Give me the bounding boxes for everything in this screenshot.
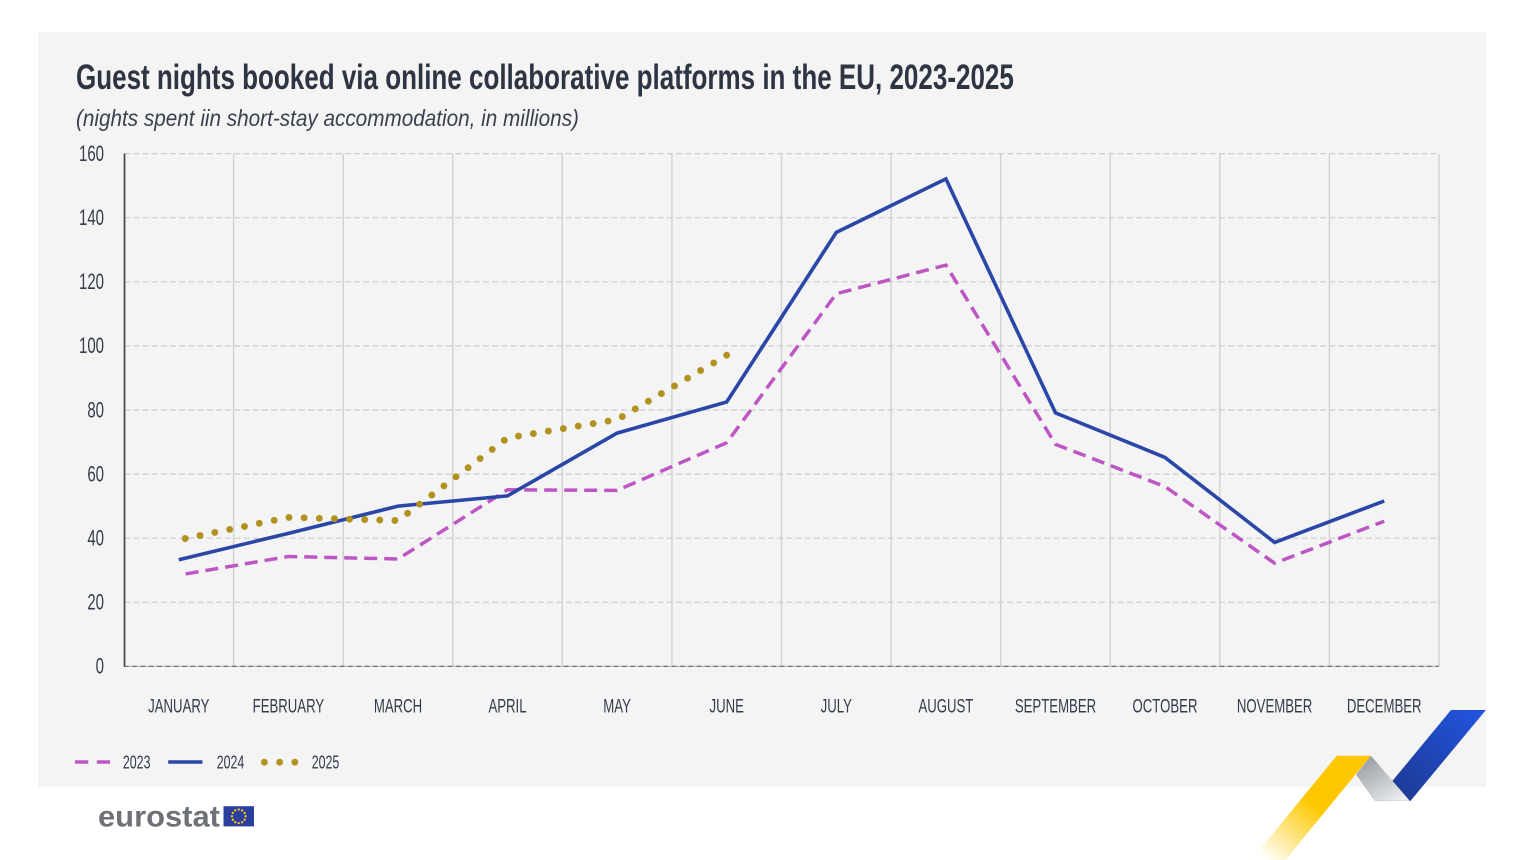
svg-text:Guest nights booked via online: Guest nights booked via online collabora… bbox=[76, 57, 1014, 97]
svg-text:160: 160 bbox=[79, 141, 104, 166]
svg-text:140: 140 bbox=[79, 205, 104, 230]
svg-text:MAY: MAY bbox=[603, 696, 631, 717]
svg-text:(nights spent iin short-stay a: (nights spent iin short-stay accommodati… bbox=[76, 105, 579, 131]
svg-text:MARCH: MARCH bbox=[374, 696, 422, 717]
svg-text:NOVEMBER: NOVEMBER bbox=[1237, 696, 1313, 717]
svg-text:60: 60 bbox=[87, 462, 104, 487]
svg-text:DECEMBER: DECEMBER bbox=[1347, 696, 1422, 717]
svg-text:0: 0 bbox=[96, 654, 104, 679]
svg-text:2024: 2024 bbox=[217, 753, 245, 773]
svg-text:AUGUST: AUGUST bbox=[918, 696, 973, 717]
svg-text:JUNE: JUNE bbox=[709, 696, 743, 717]
svg-text:40: 40 bbox=[87, 526, 104, 551]
svg-text:80: 80 bbox=[87, 397, 104, 422]
svg-text:120: 120 bbox=[79, 269, 104, 294]
svg-text:100: 100 bbox=[79, 333, 104, 358]
svg-text:OCTOBER: OCTOBER bbox=[1133, 696, 1198, 717]
svg-text:FEBRUARY: FEBRUARY bbox=[253, 696, 325, 717]
svg-text:2023: 2023 bbox=[123, 753, 151, 773]
svg-text:JULY: JULY bbox=[821, 696, 852, 717]
svg-text:APRIL: APRIL bbox=[488, 696, 526, 717]
svg-text:eurostat: eurostat bbox=[98, 801, 220, 833]
svg-text:SEPTEMBER: SEPTEMBER bbox=[1015, 696, 1096, 717]
svg-text:20: 20 bbox=[87, 590, 104, 615]
svg-text:2025: 2025 bbox=[312, 753, 340, 773]
svg-text:JANUARY: JANUARY bbox=[148, 696, 209, 717]
